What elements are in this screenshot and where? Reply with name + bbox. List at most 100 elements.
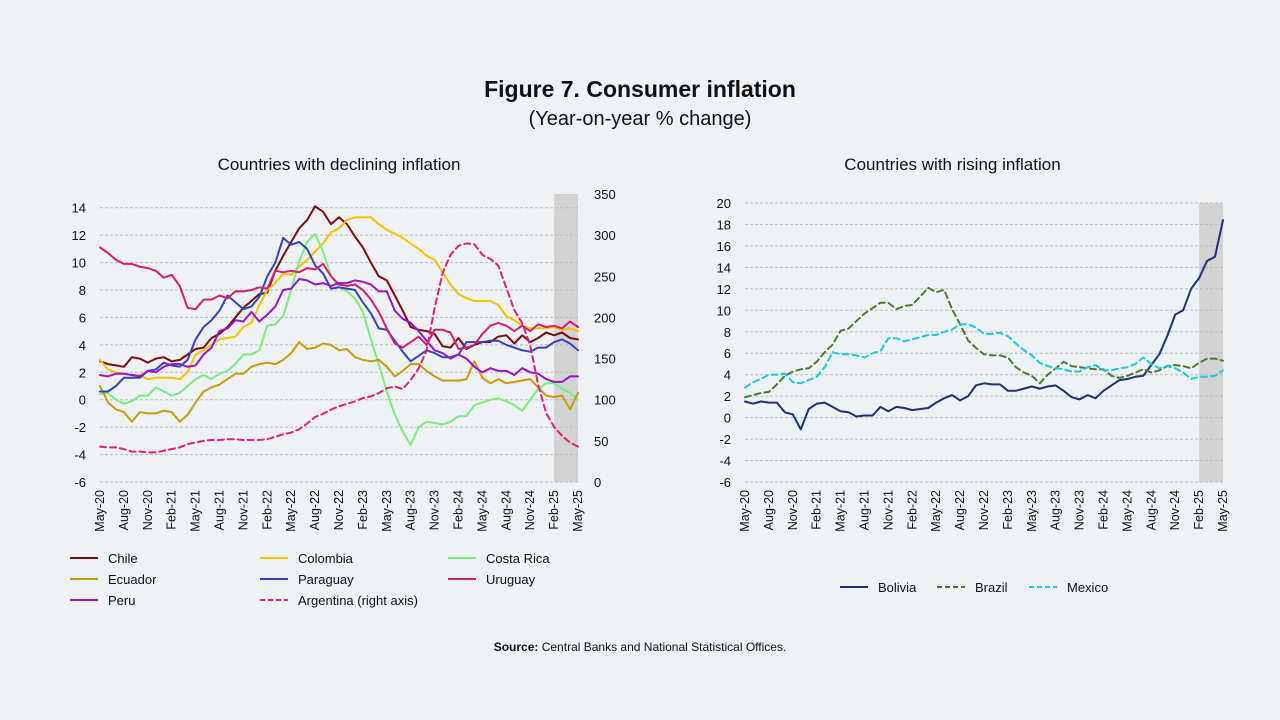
y-tick-label: 10 <box>72 256 86 271</box>
declining-inflation-chart: -6 -4 -2 0 2 4 6 8 10 12 14 0 50 100 150 200 250 300 350 Ma… <box>70 187 616 608</box>
x-tick-label: May-25 <box>1216 490 1230 532</box>
x-tick-label: May-20 <box>93 490 107 532</box>
rising-inflation-chart: -6 -4 -2 0 2 4 6 8 10 12 14 16 18 20 May-20 Aug-20 Nov-2… <box>717 196 1230 595</box>
source-note: Source: Central Banks and National Stati… <box>0 640 1280 654</box>
y-tick-label: -4 <box>719 454 731 469</box>
x-tick-label: Aug-23 <box>1049 490 1063 530</box>
series-line-colombia <box>99 216 579 381</box>
x-tick-label: May-23 <box>380 490 394 532</box>
y-tick-label: 20 <box>717 196 731 211</box>
series-line-uruguay <box>99 246 579 350</box>
series-line-argentina-right-axis <box>99 242 579 454</box>
y-tick-label: -2 <box>719 432 731 447</box>
x-tick-label: Nov-20 <box>786 490 800 530</box>
y-tick-label: 0 <box>79 393 86 408</box>
x-tick-label: Aug-21 <box>858 490 872 530</box>
x-tick-label: Aug-21 <box>213 490 227 530</box>
legend-label: Brazil <box>975 580 1008 595</box>
x-tick-label: Feb-21 <box>165 490 179 530</box>
y-tick-label: 14 <box>717 260 731 275</box>
source-label: Source: <box>493 640 539 654</box>
x-tick-label: Aug-22 <box>953 490 967 530</box>
x-tick-label: Nov-23 <box>428 490 442 530</box>
series-line-bolivia <box>744 219 1224 431</box>
shaded-period <box>1199 203 1223 482</box>
y-right-tick-label: 0 <box>594 475 601 490</box>
series-line-mexico <box>744 323 1224 389</box>
series-line-paraguay <box>99 236 579 393</box>
y-tick-label: 10 <box>717 303 731 318</box>
x-tick-label: Nov-24 <box>1168 490 1182 530</box>
x-tick-label: Aug-24 <box>1144 490 1158 530</box>
x-tick-label: May-22 <box>284 490 298 532</box>
x-tick-label: Feb-22 <box>260 490 274 530</box>
x-tick-label: Nov-22 <box>977 490 991 530</box>
series-line-ecuador <box>99 341 579 423</box>
source-text: Central Banks and National Statistical O… <box>541 640 787 654</box>
x-tick-label: Feb-21 <box>810 490 824 530</box>
y-right-tick-label: 100 <box>594 393 616 408</box>
series-line-peru <box>99 278 579 383</box>
legend-label: Chile <box>108 551 138 566</box>
x-tick-label: Aug-20 <box>117 490 131 530</box>
x-tick-label: May-21 <box>189 490 203 532</box>
y-tick-label: 4 <box>79 338 86 353</box>
x-tick-label: Nov-24 <box>523 490 537 530</box>
legend-label: Argentina (right axis) <box>298 593 418 608</box>
y-right-tick-label: 250 <box>594 269 616 284</box>
x-tick-label: May-20 <box>738 490 752 532</box>
x-tick-label: Aug-20 <box>762 490 776 530</box>
right-chart-title: Countries with rising inflation <box>844 155 1061 174</box>
x-tick-label: May-23 <box>1025 490 1039 532</box>
figure-title: Figure 7. Consumer inflation <box>484 76 796 102</box>
legend-label: Peru <box>108 593 135 608</box>
series-line-chile <box>99 205 579 368</box>
figure-subtitle: (Year-on-year % change) <box>528 108 752 130</box>
x-tick-label: May-24 <box>1120 490 1134 532</box>
y-tick-label: 0 <box>724 411 731 426</box>
y-tick-label: 4 <box>724 368 731 383</box>
x-tick-label: May-25 <box>571 490 585 532</box>
x-tick-label: Nov-20 <box>141 490 155 530</box>
x-tick-label: Feb-25 <box>1192 490 1206 530</box>
y-right-tick-label: 350 <box>594 187 616 202</box>
x-tick-label: Nov-21 <box>236 490 250 530</box>
x-tick-label: Feb-24 <box>452 490 466 530</box>
y-tick-label: 8 <box>724 325 731 340</box>
x-tick-label: May-21 <box>834 490 848 532</box>
x-tick-label: Aug-23 <box>404 490 418 530</box>
left-chart-title: Countries with declining inflation <box>217 155 461 174</box>
y-right-tick-label: 50 <box>594 434 608 449</box>
y-tick-label: 16 <box>717 239 731 254</box>
y-tick-label: 2 <box>724 389 731 404</box>
y-tick-label: -6 <box>719 475 731 490</box>
x-tick-label: May-22 <box>929 490 943 532</box>
legend-label: Ecuador <box>108 572 157 587</box>
x-tick-label: Nov-22 <box>332 490 346 530</box>
legend-label: Mexico <box>1067 580 1108 595</box>
x-tick-label: May-24 <box>475 490 489 532</box>
x-tick-label: Feb-25 <box>547 490 561 530</box>
y-right-tick-label: 200 <box>594 310 616 325</box>
y-tick-label: 12 <box>72 228 86 243</box>
legend-label: Colombia <box>298 551 354 566</box>
y-tick-label: 6 <box>79 310 86 325</box>
y-right-tick-label: 300 <box>594 228 616 243</box>
x-tick-label: Feb-23 <box>1001 490 1015 530</box>
y-tick-label: 14 <box>72 201 86 216</box>
x-tick-label: Feb-24 <box>1097 490 1111 530</box>
legend-label: Costa Rica <box>486 551 550 566</box>
y-tick-label: 8 <box>79 283 86 298</box>
y-tick-label: 18 <box>717 217 731 232</box>
y-tick-label: -4 <box>74 448 86 463</box>
x-tick-label: Aug-22 <box>308 490 322 530</box>
legend-label: Bolivia <box>878 580 917 595</box>
series-line-brazil <box>744 286 1224 399</box>
y-tick-label: 6 <box>724 346 731 361</box>
y-right-tick-label: 150 <box>594 352 616 367</box>
x-tick-label: Nov-21 <box>881 490 895 530</box>
legend-label: Uruguay <box>486 572 536 587</box>
y-tick-label: 12 <box>717 282 731 297</box>
x-tick-label: Nov-23 <box>1073 490 1087 530</box>
x-tick-label: Feb-23 <box>356 490 370 530</box>
